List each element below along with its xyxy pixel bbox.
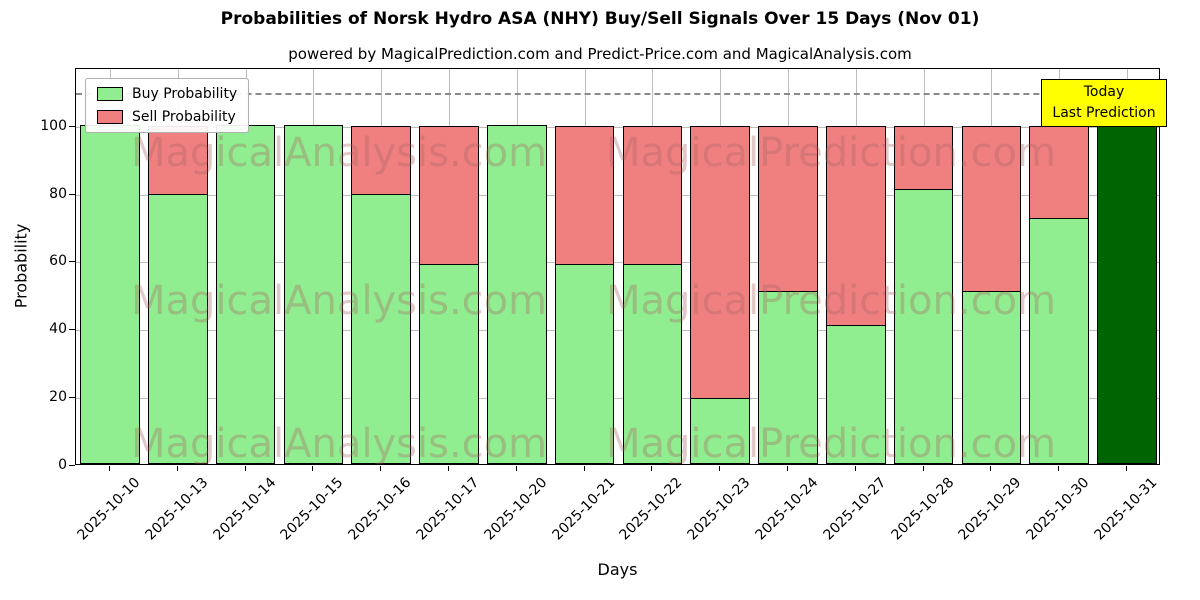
x-tick-label: 2025-10-28 — [888, 474, 958, 544]
y-axis-label: Probability — [11, 223, 31, 309]
sell-bar — [622, 125, 683, 265]
buy-bar — [486, 124, 547, 464]
y-tick-label: 80 — [49, 185, 67, 202]
buy-bar — [147, 194, 208, 464]
x-tick-mark — [312, 466, 314, 471]
x-tick-label: 2025-10-20 — [481, 474, 551, 544]
x-tick-label: 2025-10-27 — [820, 474, 890, 544]
buy-bar — [1097, 124, 1157, 464]
sell-bar — [554, 125, 615, 265]
x-tick-mark — [244, 466, 246, 471]
buy-bar — [1029, 218, 1090, 464]
x-tick-label: 2025-10-24 — [752, 474, 822, 544]
x-tick-label: 2025-10-31 — [1091, 474, 1161, 544]
x-tick-label: 2025-10-10 — [74, 474, 144, 544]
x-tick-label: 2025-10-14 — [210, 474, 279, 544]
x-tick-mark — [922, 466, 924, 471]
buy-bar — [554, 263, 615, 464]
x-axis-label: Days — [597, 560, 638, 579]
h-gridline — [76, 262, 1159, 264]
y-tick-label: 100 — [40, 117, 67, 134]
buy-bar — [961, 290, 1022, 464]
x-tick-label: 2025-10-13 — [142, 474, 212, 544]
buy-bar — [419, 263, 479, 464]
x-tick-label: 2025-10-21 — [549, 474, 619, 544]
y-tick-label: 60 — [49, 253, 67, 270]
h-gridline — [76, 194, 1159, 196]
legend-item-sell: Sell Probability — [97, 109, 237, 125]
x-tick-label: 2025-10-30 — [1023, 474, 1093, 544]
x-tick-mark — [176, 466, 178, 471]
today-annotation-line2: Last Prediction — [1052, 105, 1156, 121]
buy-bar — [283, 124, 344, 464]
plot-area: Buy Probability Sell Probability Magical… — [75, 68, 1160, 465]
y-tick-mark — [69, 397, 75, 399]
today-annotation-line1: Today — [1083, 84, 1125, 100]
buy-bar — [80, 124, 140, 464]
y-tick-label: 20 — [49, 389, 67, 406]
x-tick-mark — [990, 466, 992, 471]
x-tick-mark — [108, 466, 110, 471]
y-tick-mark — [69, 261, 75, 263]
y-tick-mark — [69, 329, 75, 331]
x-tick-mark — [583, 466, 585, 471]
sell-bar — [351, 125, 411, 196]
x-tick-label: 2025-10-23 — [684, 474, 754, 544]
sell-bar — [147, 125, 208, 196]
buy-bar — [690, 397, 751, 464]
h-gridline — [76, 126, 1159, 128]
x-tick-label: 2025-10-29 — [956, 474, 1025, 544]
buy-bar — [351, 194, 411, 464]
x-tick-label: 2025-10-15 — [277, 474, 347, 544]
x-tick-label: 2025-10-22 — [616, 474, 686, 544]
sell-bar — [758, 125, 818, 292]
y-tick-label: 0 — [58, 457, 67, 473]
sell-bar — [826, 125, 886, 326]
buy-bar — [758, 290, 818, 464]
sell-bar — [893, 125, 954, 191]
y-tick-label: 40 — [49, 321, 67, 338]
buy-bar — [893, 189, 954, 464]
legend-swatch-sell — [97, 110, 123, 124]
y-tick-mark — [69, 125, 75, 127]
sell-bar — [419, 125, 479, 265]
x-tick-label: 2025-10-17 — [413, 474, 483, 544]
x-tick-mark — [719, 466, 721, 471]
legend-swatch-buy — [97, 87, 123, 101]
y-tick-mark — [69, 465, 75, 466]
legend-sell-label: Sell Probability — [132, 109, 236, 125]
h-gridline — [76, 398, 1159, 400]
y-tick-mark — [69, 193, 75, 195]
buy-bar — [215, 124, 276, 464]
legend-item-buy: Buy Probability — [97, 86, 237, 102]
x-tick-mark — [447, 466, 449, 471]
x-tick-mark — [1058, 466, 1060, 471]
sell-bar — [961, 125, 1022, 292]
x-tick-mark — [787, 466, 789, 471]
legend: Buy Probability Sell Probability — [85, 78, 250, 133]
x-tick-mark — [854, 466, 856, 471]
buy-bar — [622, 263, 683, 464]
chart-subtitle: powered by MagicalPrediction.com and Pre… — [288, 45, 912, 63]
dashed-threshold-line — [76, 92, 1159, 95]
x-tick-mark — [380, 466, 382, 471]
buy-bar — [826, 324, 886, 464]
sell-bar — [690, 125, 751, 399]
x-tick-mark — [515, 466, 517, 471]
x-tick-label: 2025-10-16 — [345, 474, 415, 544]
chart-title: Probabilities of Norsk Hydro ASA (NHY) B… — [220, 9, 980, 29]
x-tick-mark — [1126, 466, 1128, 471]
x-tick-mark — [651, 466, 653, 471]
sell-bar — [1029, 125, 1090, 219]
h-gridline — [76, 330, 1159, 332]
legend-buy-label: Buy Probability — [132, 86, 238, 102]
today-annotation: Today Last Prediction — [1041, 79, 1167, 127]
